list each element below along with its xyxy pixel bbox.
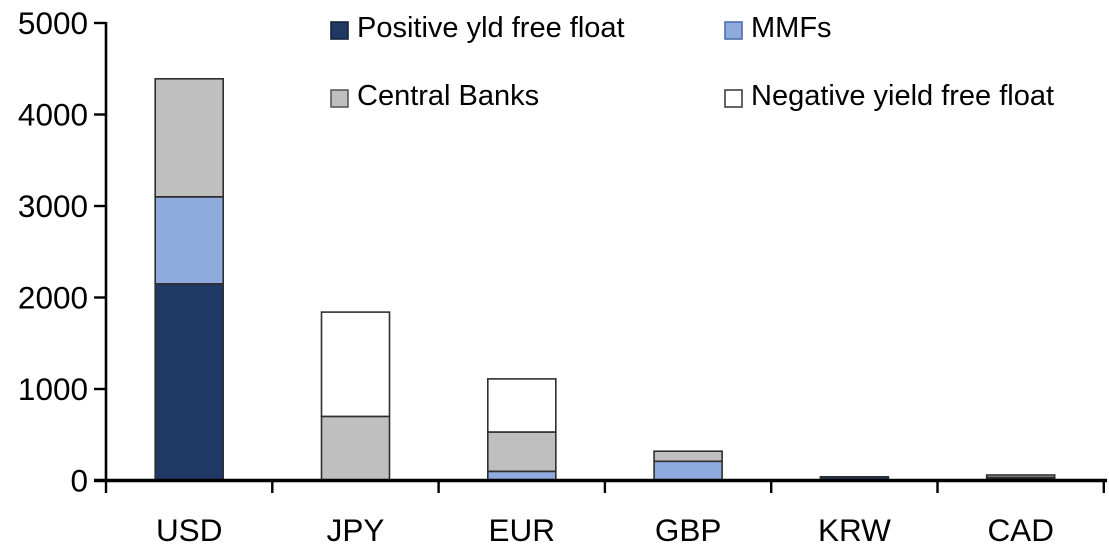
y-axis-label: 0 <box>70 463 88 499</box>
legend-label-2: Central Banks <box>357 80 539 112</box>
bar-segment-USD-2 <box>154 78 224 198</box>
bar-segment-USD-1 <box>154 196 224 285</box>
y-axis-label: 4000 <box>18 97 88 133</box>
x-axis-label-jpy: JPY <box>327 512 385 548</box>
x-axis-label-cad: CAD <box>987 512 1054 548</box>
bar-segment-CAD-2 <box>985 474 1056 479</box>
bar-segment-EUR-2 <box>486 431 557 473</box>
y-axis-label: 3000 <box>18 188 88 224</box>
y-axis-label: 2000 <box>18 280 88 316</box>
bar-segment-GBP-1 <box>653 460 723 482</box>
legend-label-0: Positive yld free float <box>357 12 625 44</box>
x-axis-label-gbp: GBP <box>655 512 722 548</box>
bar-segment-USD-0 <box>154 282 224 482</box>
bar-segment-JPY-2 <box>320 415 391 482</box>
x-axis-label-krw: KRW <box>818 512 891 548</box>
bar-segment-EUR-3 <box>486 378 557 433</box>
legend-swatch-3 <box>724 89 743 108</box>
legend-label-3: Negative yield free float <box>751 80 1054 112</box>
legend-swatch-1 <box>724 21 743 40</box>
x-axis-label-eur: EUR <box>489 512 556 548</box>
legend-label-1: MMFs <box>751 12 832 44</box>
bar-segment-JPY-3 <box>320 311 391 418</box>
x-axis-label-usd: USD <box>156 512 223 548</box>
y-axis-label: 5000 <box>18 5 88 41</box>
legend-swatch-0 <box>330 21 349 40</box>
legend-swatch-2 <box>330 89 349 108</box>
y-axis-label: 1000 <box>18 371 88 407</box>
bar-segment-GBP-2 <box>653 450 723 463</box>
